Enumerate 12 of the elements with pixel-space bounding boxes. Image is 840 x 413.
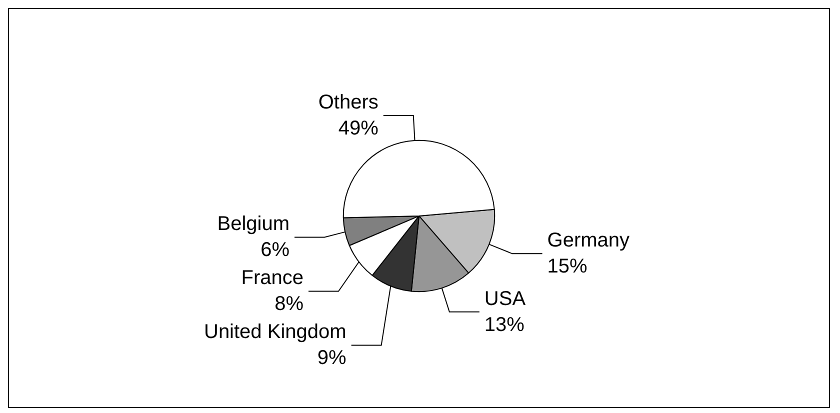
- data-label: 6%: [260, 239, 290, 262]
- data-label: 8%: [274, 293, 304, 316]
- data-label: 15%: [547, 256, 588, 278]
- data-label: 49%: [338, 117, 379, 140]
- data-label: 9%: [317, 347, 347, 370]
- slice-label: United Kingdom: [204, 321, 346, 344]
- slice-label: France: [241, 267, 304, 290]
- slice-label: Belgium: [217, 213, 290, 236]
- slice-label: Germany: [547, 230, 630, 252]
- slice-label: USA: [484, 288, 526, 310]
- data-label: 13%: [484, 314, 525, 336]
- slice-label: Others: [318, 91, 378, 114]
